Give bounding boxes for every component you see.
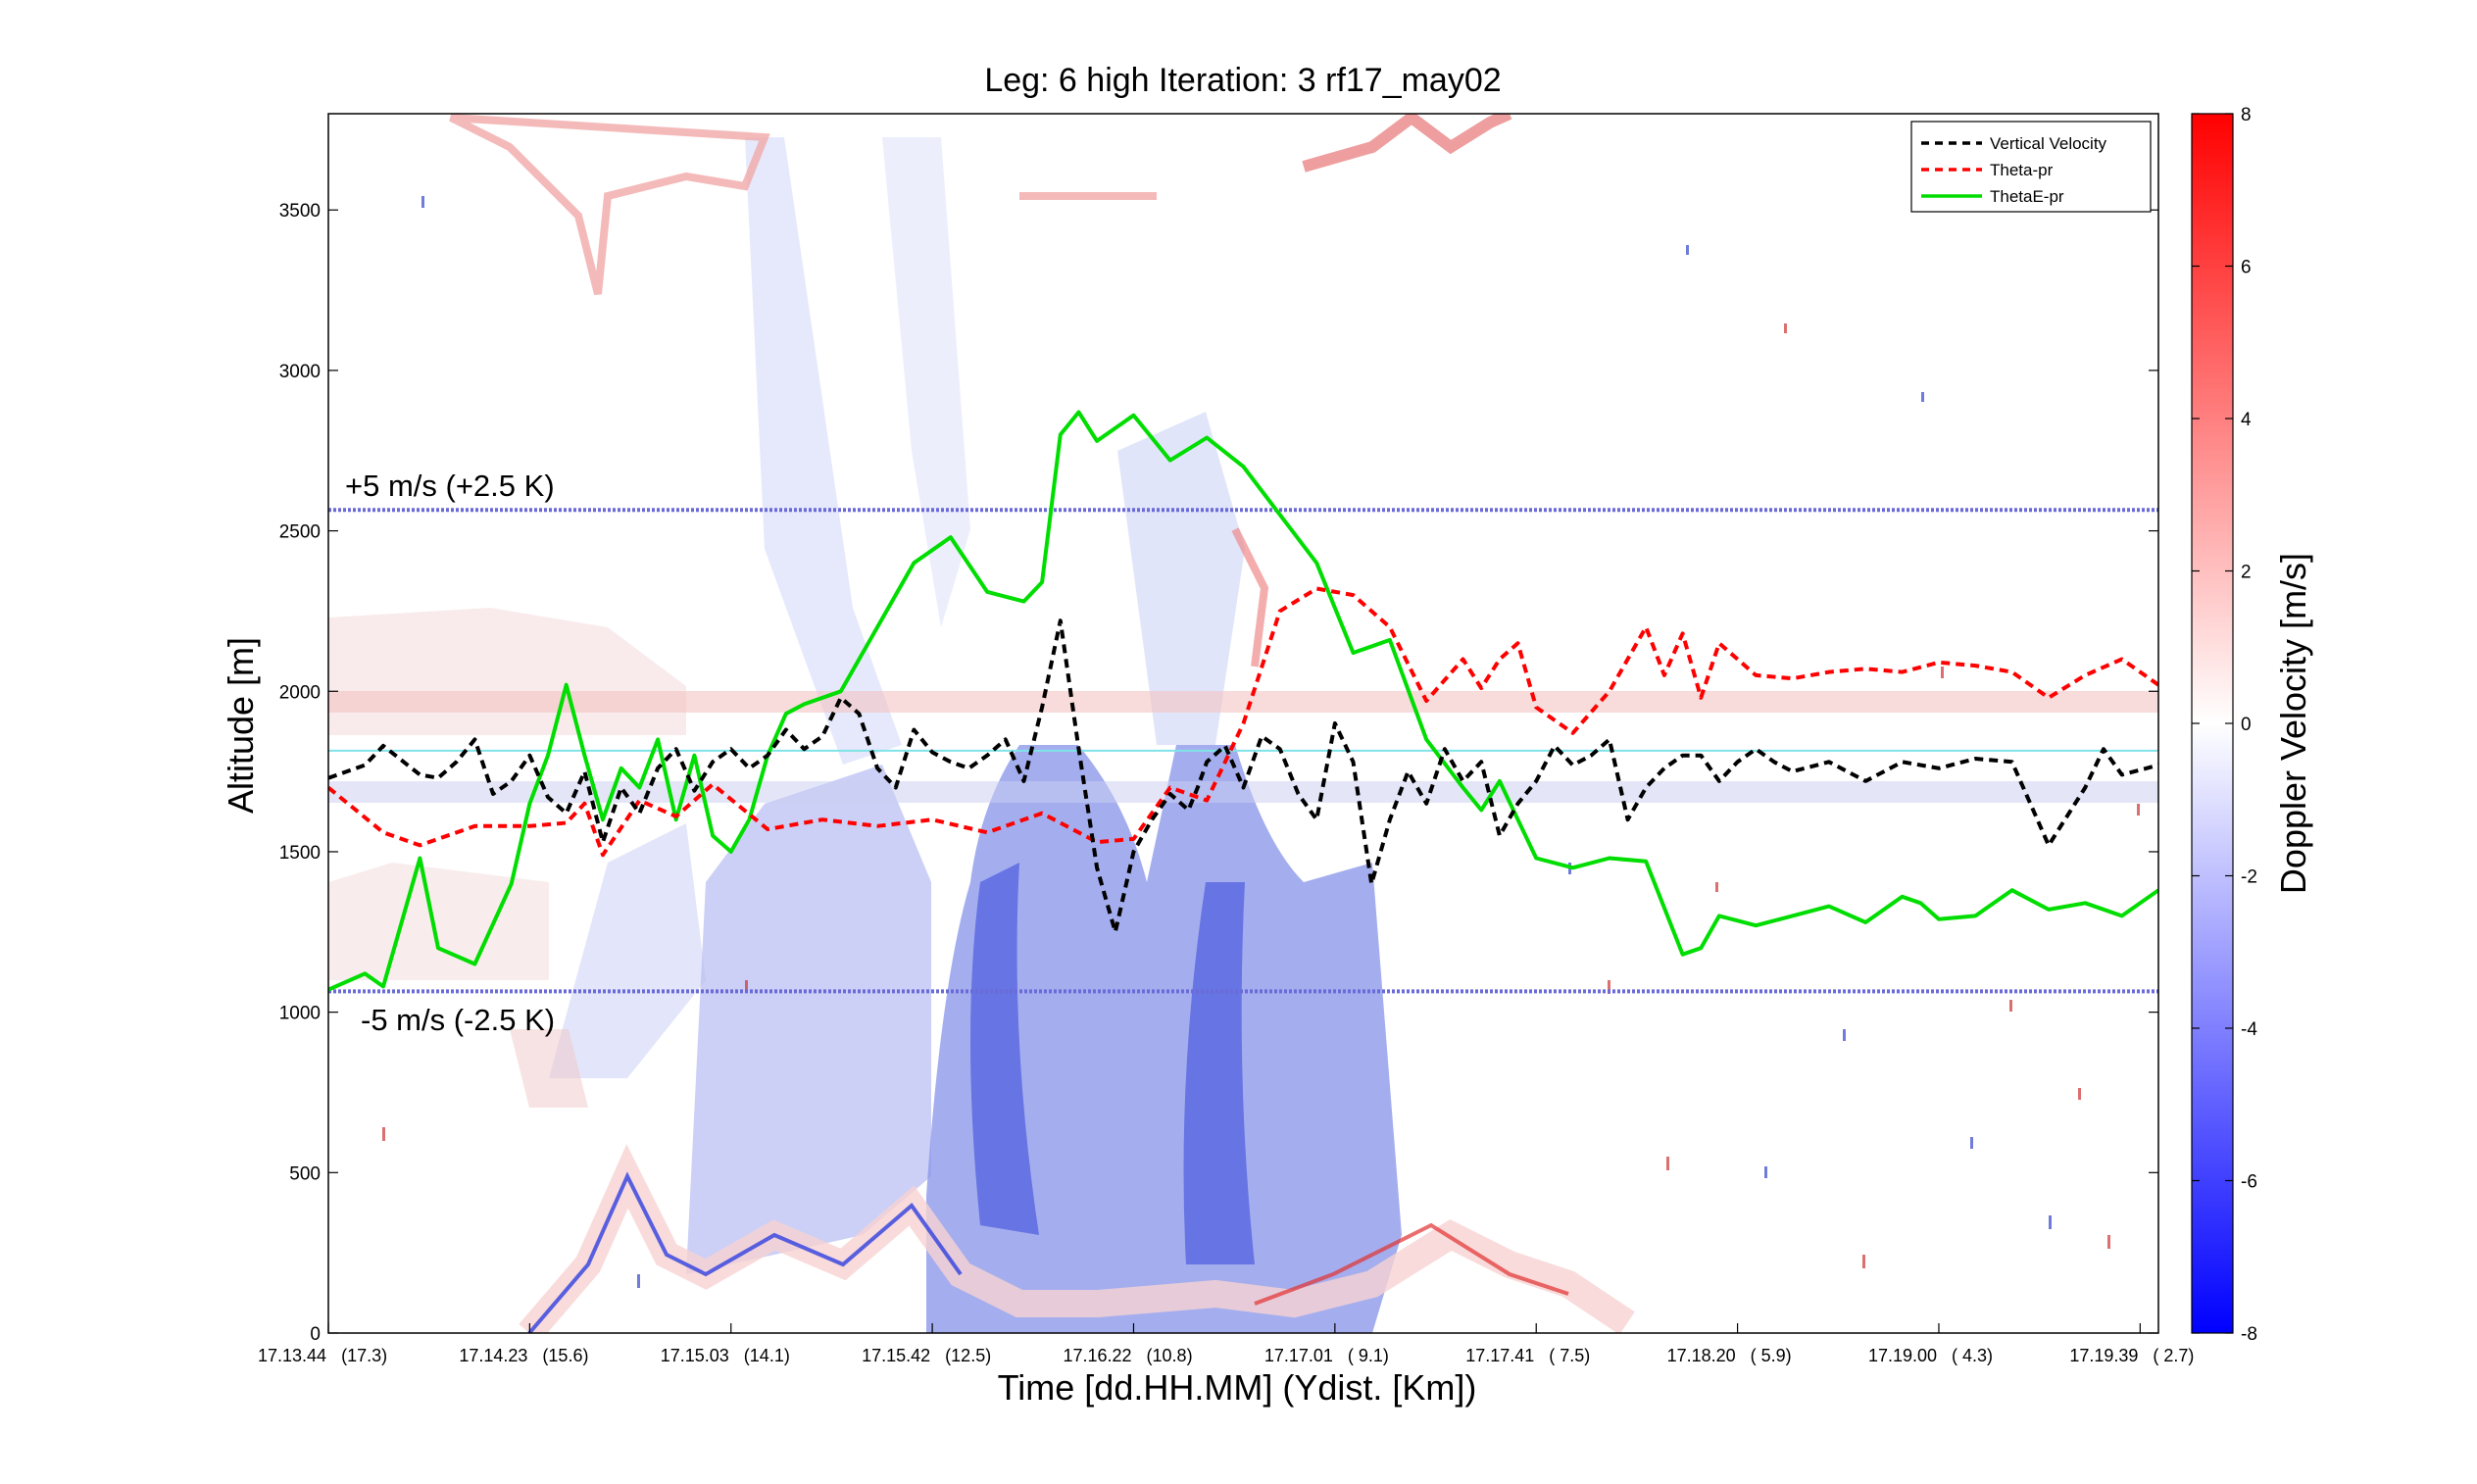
y-tick-label: 2000 (279, 682, 321, 703)
colorbar: 8 6 4 2 0 -2 -4 -6 -8 Doppler Velocity [m/s] (2191, 105, 2313, 1345)
x-tick-label: 17.15.03 (14.1) (661, 1346, 790, 1365)
y-tick-label: 500 (289, 1163, 321, 1184)
colorbar-ticks: 8 6 4 2 0 -2 -4 -6 -8 (2192, 105, 2257, 1345)
upper-reference-label: +5 m/s (+2.5 K) (345, 469, 555, 503)
colorbar-tick-label: -4 (2241, 1019, 2257, 1040)
doppler-field (328, 114, 2158, 1333)
x-tick-label: 17.17.01 ( 9.1) (1264, 1346, 1389, 1365)
legend-label-thetae-pr: ThetaE-pr (1990, 187, 2064, 206)
y-tick-label: 1500 (279, 843, 321, 864)
x-tick-label: 17.16.22 (10.8) (1063, 1346, 1192, 1365)
y-axis-label: Altitude [m] (221, 637, 261, 814)
legend-label-theta-pr: Theta-pr (1990, 161, 2054, 179)
x-tick-label: 17.19.00 ( 4.3) (1868, 1346, 1993, 1365)
x-tick-label: 17.18.20 ( 5.9) (1667, 1346, 1792, 1365)
legend-label-vertical-velocity: Vertical Velocity (1990, 134, 2107, 153)
chart-title: Leg: 6 high Iteration: 3 rf17_may02 (984, 62, 1501, 99)
colorbar-tick-label: 0 (2241, 715, 2252, 735)
series-line-theta-pr (328, 586, 2158, 858)
x-tick-label: 17.17.41 ( 7.5) (1465, 1346, 1590, 1365)
x-tick-label: 17.13.44 (17.3) (258, 1346, 387, 1365)
y-tick-label: 0 (310, 1324, 321, 1345)
x-axis-label: Time [dd.HH.MM] (Ydist. [Km]) (998, 1367, 1477, 1408)
colorbar-tick-label: 4 (2241, 410, 2252, 430)
colorbar-tick-label: 8 (2241, 105, 2252, 125)
y-tick-label: 3000 (279, 362, 321, 382)
colorbar-tick-label: -6 (2241, 1172, 2257, 1193)
x-tick-label: 17.19.39 ( 2.7) (2069, 1346, 2194, 1365)
x-axis-ticks: 17.13.44 (17.3) 17.14.23 (15.6) 17.15.03 (… (258, 1323, 2194, 1365)
colorbar-label: Doppler Velocity [m/s] (2273, 553, 2313, 894)
colorbar-tick-label: 6 (2241, 258, 2252, 278)
y-tick-label: 2500 (279, 522, 321, 543)
plot-frame (327, 113, 2159, 1334)
x-tick-label: 17.14.23 (15.6) (459, 1346, 588, 1365)
colorbar-tick-label: 2 (2241, 563, 2252, 583)
series-line-vertical-velocity (328, 618, 2158, 934)
x-tick-label: 17.15.42 (12.5) (862, 1346, 991, 1365)
colorbar-tick-label: -8 (2241, 1324, 2257, 1345)
y-axis-ticks: 0 500 1000 1500 2000 2500 3000 3500 (279, 201, 2158, 1345)
reference-lines (328, 508, 2158, 994)
lower-reference-label: -5 m/s (-2.5 K) (361, 1003, 555, 1037)
series-layer (328, 410, 2158, 992)
y-tick-label: 1000 (279, 1004, 321, 1024)
series-line-thetae-pr (328, 410, 2158, 992)
colorbar-tick-label: -2 (2241, 867, 2257, 888)
y-tick-label: 3500 (279, 201, 321, 222)
legend: Vertical Velocity Theta-pr ThetaE-pr (1910, 121, 2152, 213)
